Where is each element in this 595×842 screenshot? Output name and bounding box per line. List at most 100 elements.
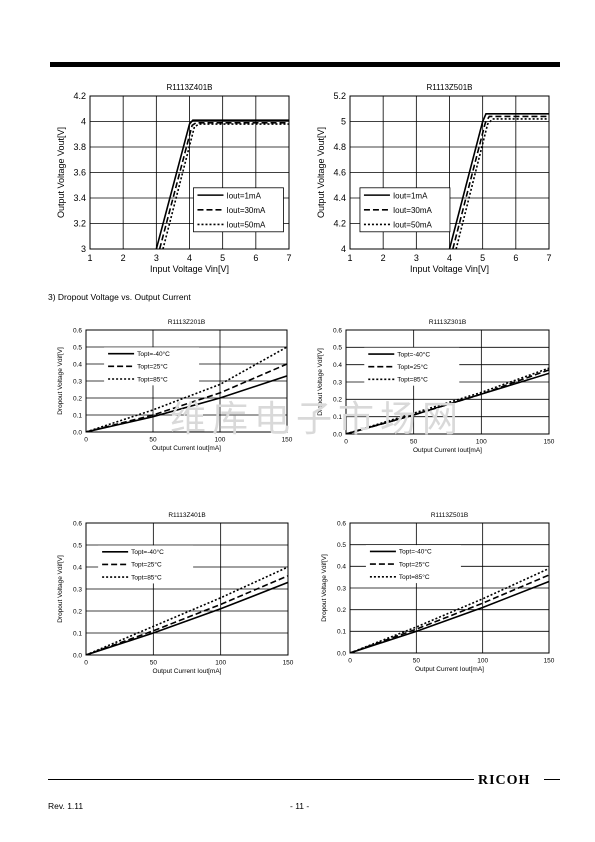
legend-label: Iout=1mA (226, 191, 261, 200)
series-line-3 (162, 123, 289, 249)
legend-label: Topt=85°C (397, 376, 428, 384)
chart-dropout-r1113z401b: R1113Z401B 0 50 100 150 0.0 0.1 0.2 0.3 0.4 0.5 0.6… (50, 503, 298, 681)
y-tick-label: 0.4 (337, 564, 346, 571)
y-tick-label: 0.6 (337, 520, 346, 527)
x-tick-label: 6 (513, 253, 518, 263)
y-axis-label: Dropout Voltage Vdif[V] (57, 347, 64, 415)
legend-label: Topt=85°C (131, 573, 162, 581)
series-line-2 (86, 575, 288, 655)
chart-dropout-r1113z501b: R1113Z501B 0 50 100 150 0.0 0.1 0.2 0.3 0.4 0.5 0.6… (310, 503, 559, 679)
legend-label: Topt=-40°C (399, 548, 432, 556)
x-axis-label: Input Voltage Vin[V] (150, 264, 229, 274)
ricoh-logo: RICOH (478, 773, 531, 788)
x-tick-label: 100 (215, 437, 226, 444)
y-tick-label: 0.5 (337, 542, 346, 549)
series-line-2 (158, 121, 289, 249)
y-tick-label: 0.1 (333, 414, 342, 421)
chart-svg: R1113Z501B 0 50 100 150 0.0 0.1 0.2 0.3 0.4 0.5 0.6… (321, 512, 555, 673)
series-line-2 (452, 115, 549, 249)
x-tick-label: 150 (544, 439, 555, 446)
y-tick-label: 0.3 (333, 379, 342, 386)
y-tick-label: 0.2 (337, 607, 346, 614)
x-tick-label: 0 (84, 660, 88, 667)
y-tick-label: 0.6 (333, 327, 342, 334)
legend-label: Topt=25°C (397, 363, 428, 371)
chart-svg: R1113Z401B 0 50 100 150 0.0 0.1 0.2 0.3 0.4 0.5 0.6… (57, 512, 294, 675)
y-tick-label: 0.1 (73, 412, 82, 419)
y-tick-label: 0.2 (73, 608, 82, 615)
y-tick-label: 0.5 (73, 542, 82, 549)
y-tick-label: 0.0 (73, 429, 82, 436)
x-tick-label: 3 (414, 253, 419, 263)
y-tick-label: 0.0 (337, 650, 346, 657)
series-line-1 (350, 580, 549, 653)
x-tick-label: 3 (154, 253, 159, 263)
chart-vout-vin-r1113z401b: R1113Z401B 1 2 3 4 5 6 7 3 3.2 3.4 3.6 3.8 4 4.2 Input … (50, 80, 299, 275)
legend-label: Iout=30mA (393, 206, 433, 215)
series-line-3 (455, 118, 549, 249)
series-line-3 (86, 346, 287, 432)
chart-dropout-r1113z301b: R1113Z301B 0 50 100 150 0.0 0.1 0.2 0.3 0.4 0.5 0.6… (310, 310, 559, 460)
plot-frame (345, 329, 550, 435)
x-tick-label: 1 (347, 253, 352, 263)
y-tick-label: 4.8 (333, 142, 346, 152)
legend-label: Topt=-40°C (131, 548, 164, 556)
y-tick-label: 0.3 (73, 586, 82, 593)
x-axis-label: Output Current Iout[mA] (152, 445, 221, 452)
y-tick-label: 0.0 (73, 652, 82, 659)
plot-frame (349, 522, 550, 654)
x-tick-label: 100 (215, 660, 226, 667)
x-axis-label: Input Voltage Vin[V] (410, 264, 489, 274)
y-tick-label: 4 (341, 244, 346, 254)
y-tick-label: 4.6 (333, 168, 346, 178)
chart-vout-vin-r1113z501b: R1113Z501B 1 2 3 4 5 6 7 4 4.2 4.4 4.6 4.8 5 5.2 Input … (310, 80, 559, 275)
legend-label: Topt=85°C (399, 573, 430, 581)
y-tick-label: 4.4 (333, 193, 346, 203)
x-axis-label: Output Current Iout[mA] (415, 666, 484, 673)
y-axis-label: Output Voltage Vout[V] (56, 127, 66, 218)
series-line-1 (86, 581, 288, 655)
chart-svg: R1113Z301B 0 50 100 150 0.0 0.1 0.2 0.3 0.4 0.5 0.6… (317, 319, 555, 454)
x-tick-label: 0 (344, 439, 348, 446)
x-tick-label: 5 (480, 253, 485, 263)
x-tick-label: 1 (87, 253, 92, 263)
y-tick-label: 0.5 (73, 344, 82, 351)
chart-svg: R1113Z201B 0 50 100 150 0.0 0.1 0.2 0.3 0.4 0.5 0.6… (57, 319, 293, 452)
y-tick-label: 3.4 (73, 193, 86, 203)
y-tick-label: 0.4 (73, 361, 82, 368)
y-tick-label: 0.3 (337, 585, 346, 592)
y-tick-label: 0.6 (73, 327, 82, 334)
y-tick-label: 5 (341, 117, 346, 127)
chart-svg: R1113Z401B 1 2 3 4 5 6 7 3 3.2 3.4 3.6 3.8 4 4.2 Input … (56, 83, 292, 274)
x-tick-label: 0 (84, 437, 88, 444)
x-tick-label: 150 (283, 660, 294, 667)
x-tick-label: 100 (477, 658, 488, 665)
y-tick-label: 0.0 (333, 431, 342, 438)
series-line-3 (346, 367, 549, 434)
y-tick-label: 4.2 (333, 219, 346, 229)
legend-label: Topt=85°C (137, 375, 168, 383)
x-tick-label: 0 (348, 658, 352, 665)
series-line-1 (346, 372, 549, 434)
y-tick-label: 4 (81, 117, 86, 127)
x-tick-label: 7 (286, 253, 291, 263)
y-axis-label: Dropout Voltage Vdif[V] (317, 348, 324, 416)
y-tick-label: 3.8 (73, 142, 86, 152)
y-axis-label: Dropout Voltage Vdif[V] (321, 554, 328, 622)
legend-label: Topt=25°C (399, 560, 430, 568)
legend-label: Iout=30mA (226, 206, 266, 215)
section-heading: 3) Dropout Voltage vs. Output Current (48, 292, 191, 302)
legend-label: Iout=50mA (226, 221, 266, 230)
y-tick-label: 3.2 (73, 219, 86, 229)
x-tick-label: 50 (150, 660, 158, 667)
y-tick-label: 0.5 (333, 345, 342, 352)
chart-title: R1113Z501B (427, 83, 473, 92)
legend-label: Iout=1mA (393, 191, 428, 200)
y-tick-label: 0.4 (333, 362, 342, 369)
series-line-1 (448, 113, 549, 249)
legend-label: Iout=50mA (393, 221, 433, 230)
x-tick-label: 7 (546, 253, 551, 263)
chart-title: R1113Z401B (168, 512, 205, 519)
x-tick-label: 2 (381, 253, 386, 263)
series-line-1 (86, 375, 287, 432)
